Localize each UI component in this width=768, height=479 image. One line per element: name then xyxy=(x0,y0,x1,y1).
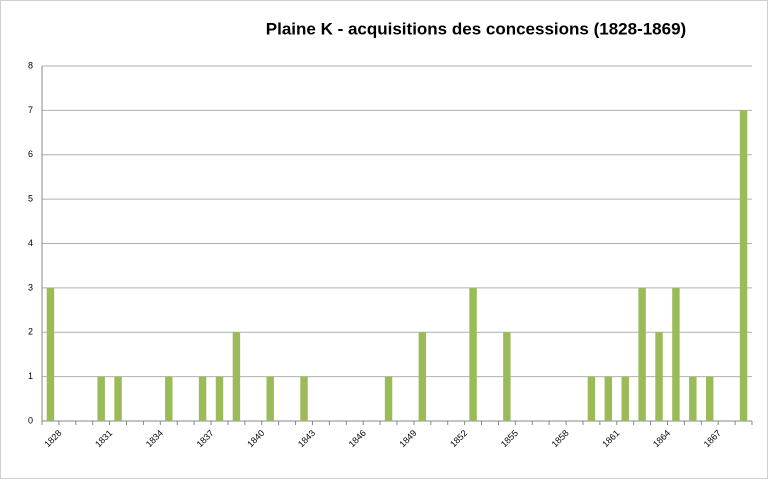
y-tick-label: 3 xyxy=(28,282,33,292)
bar xyxy=(706,376,714,421)
bar xyxy=(266,376,274,421)
bar xyxy=(655,332,663,421)
y-tick-label: 8 xyxy=(28,60,33,70)
y-tick-label: 7 xyxy=(28,105,33,115)
y-tick-label: 6 xyxy=(28,149,33,159)
bar xyxy=(46,287,55,421)
y-tick-label: 4 xyxy=(28,238,33,248)
bar xyxy=(384,376,393,421)
bar xyxy=(503,332,511,421)
bar xyxy=(604,376,613,421)
bar xyxy=(198,376,207,421)
y-tick-label: 5 xyxy=(28,194,33,204)
y-tick-label: 0 xyxy=(28,415,33,425)
bar xyxy=(739,110,748,421)
chart-title: Plaine K - acquisitions des concessions … xyxy=(266,19,686,38)
bar xyxy=(215,376,224,421)
bar xyxy=(232,332,241,421)
bar xyxy=(114,376,122,421)
bar xyxy=(300,376,308,421)
bar xyxy=(418,332,427,421)
bar xyxy=(469,287,477,421)
bar xyxy=(165,376,173,421)
y-tick-label: 1 xyxy=(28,371,33,381)
bar xyxy=(672,287,680,421)
bar xyxy=(587,376,596,421)
bar xyxy=(621,376,629,421)
bar xyxy=(638,287,646,421)
bar xyxy=(97,376,105,421)
y-tick-label: 2 xyxy=(28,327,33,337)
bar xyxy=(689,376,697,421)
